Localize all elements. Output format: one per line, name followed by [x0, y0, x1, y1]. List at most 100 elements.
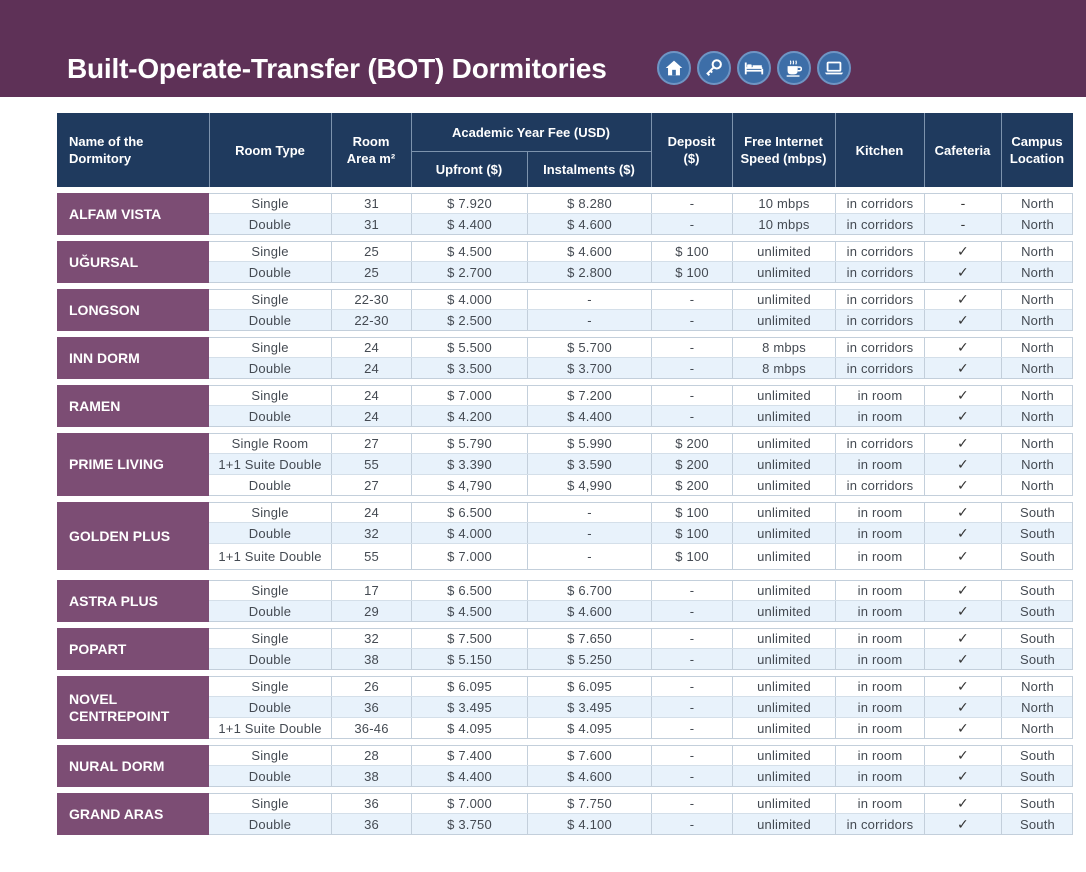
room-area-cell: 24 — [331, 406, 411, 426]
dormitory-group: RAMEN Single 24 $ 7.000 $ 7.200- unlimited in … — [57, 385, 1073, 427]
cafeteria-cell: ✓ — [924, 523, 1001, 543]
room-area-cell: 25 — [331, 241, 411, 261]
table-row: Single Room 27 $ 5.790 $ 5.990 $ 200 unlimite… — [209, 433, 1073, 454]
cafeteria-cell: ✓ — [924, 745, 1001, 765]
instalment-fee-cell: $ 4.400 — [527, 406, 651, 426]
table-row: Double 32 $ 4.000- $ 100 unlimited in room ✓ So… — [209, 523, 1073, 544]
kitchen-cell: in room — [835, 697, 924, 717]
deposit-cell: - — [651, 649, 732, 669]
instalment-fee-cell: $ 3.700 — [527, 358, 651, 378]
upfront-fee-cell: $ 5.150 — [411, 649, 527, 669]
dormitory-name: ALFAM VISTA — [57, 193, 209, 235]
cafeteria-cell: ✓ — [924, 601, 1001, 621]
deposit-cell: - — [651, 601, 732, 621]
room-type-cell: Single — [251, 678, 289, 694]
campus-location-cell: South — [1001, 523, 1073, 543]
title-banner: Built-Operate-Transfer (BOT) Dormitories — [0, 0, 1086, 97]
table-row: Double 38 $ 5.150 $ 5.250- unlimited in room ✓… — [209, 649, 1073, 670]
upfront-fee-cell: $ 7.000 — [411, 793, 527, 813]
bed-icon — [737, 51, 771, 85]
room-type-cell: Single — [251, 747, 289, 763]
internet-speed-cell: unlimited — [732, 601, 835, 621]
dormitory-group: PRIME LIVING Single Room 27 $ 5.790 $ 5.990 $… — [57, 433, 1073, 496]
instalment-fee-cell: - — [527, 310, 651, 330]
room-area-cell: 27 — [331, 433, 411, 453]
room-area-cell: 22-30 — [331, 289, 411, 309]
deposit-cell: - — [651, 193, 732, 213]
laptop-icon — [817, 51, 851, 85]
dormitory-group: POPART Single 32 $ 7.500 $ 7.650- unlimited in… — [57, 628, 1073, 670]
table-header: Name of the Dormitory Room Type Room Are… — [57, 113, 1073, 187]
upfront-fee-cell: $ 5.790 — [411, 433, 527, 453]
deposit-cell: $ 200 — [651, 433, 732, 453]
room-area-cell: 27 — [331, 475, 411, 495]
house-icon — [657, 51, 691, 85]
room-type-cell: Double — [248, 603, 292, 619]
upfront-fee-cell: $ 4.000 — [411, 523, 527, 543]
room-area-cell: 26 — [331, 676, 411, 696]
header-deposit: Deposit ($) — [667, 134, 716, 166]
campus-location-cell: North — [1001, 358, 1073, 378]
internet-speed-cell: unlimited — [732, 502, 835, 522]
upfront-fee-cell: $ 4.400 — [411, 766, 527, 786]
dormitory-name: GOLDEN PLUS — [57, 502, 209, 570]
room-type-cell: Double — [248, 525, 292, 541]
cafeteria-cell: ✓ — [924, 580, 1001, 600]
table-row: Single 24 $ 7.000 $ 7.200- unlimited in room ✓… — [209, 385, 1073, 406]
cafeteria-cell: ✓ — [924, 262, 1001, 282]
internet-speed-cell: 8 mbps — [732, 358, 835, 378]
internet-speed-cell: unlimited — [732, 523, 835, 543]
room-area-cell: 29 — [331, 601, 411, 621]
room-type-cell: Double — [248, 360, 292, 376]
room-type-cell: Double — [248, 768, 292, 784]
room-area-cell: 36 — [331, 697, 411, 717]
instalment-fee-cell: $ 5.700 — [527, 337, 651, 357]
table-row: Double 27 $ 4,790 $ 4,990 $ 200 unlimited in c… — [209, 475, 1073, 496]
room-type-cell: Single — [251, 630, 289, 646]
cafeteria-cell: ✓ — [924, 502, 1001, 522]
room-area-cell: 24 — [331, 358, 411, 378]
dormitory-group: NURAL DORM Single 28 $ 7.400 $ 7.600- unlimit… — [57, 745, 1073, 787]
campus-location-cell: South — [1001, 649, 1073, 669]
room-type-cell: Double — [248, 816, 292, 832]
cafeteria-cell: ✓ — [924, 628, 1001, 648]
key-icon — [697, 51, 731, 85]
cafeteria-cell: ✓ — [924, 718, 1001, 738]
room-type-cell: Double — [248, 312, 292, 328]
instalment-fee-cell: $ 3.590 — [527, 454, 651, 474]
instalment-fee-cell: $ 4,990 — [527, 475, 651, 495]
campus-location-cell: North — [1001, 433, 1073, 453]
campus-location-cell: South — [1001, 544, 1073, 569]
upfront-fee-cell: $ 2.700 — [411, 262, 527, 282]
kitchen-cell: in room — [835, 766, 924, 786]
campus-location-cell: South — [1001, 745, 1073, 765]
campus-location-cell: South — [1001, 502, 1073, 522]
deposit-cell: - — [651, 766, 732, 786]
table-row: Double 36 $ 3.495 $ 3.495- unlimited in room ✓… — [209, 697, 1073, 718]
deposit-cell: - — [651, 814, 732, 834]
table-row: Single 24 $ 6.500- $ 100 unlimited in room ✓ So… — [209, 502, 1073, 523]
header-upfront: Upfront ($) — [435, 161, 503, 177]
table-row: Double 24 $ 3.500 $ 3.700-8 mbps in corridor… — [209, 358, 1073, 379]
room-area-cell: 36 — [331, 814, 411, 834]
campus-location-cell: North — [1001, 718, 1073, 738]
dormitory-name: POPART — [57, 628, 209, 670]
room-area-cell: 38 — [331, 649, 411, 669]
kitchen-cell: in room — [835, 601, 924, 621]
upfront-fee-cell: $ 3.495 — [411, 697, 527, 717]
deposit-cell: $ 200 — [651, 454, 732, 474]
instalment-fee-cell: $ 4.095 — [527, 718, 651, 738]
room-type-cell: Single — [251, 795, 289, 811]
upfront-fee-cell: $ 4.500 — [411, 601, 527, 621]
instalment-fee-cell: $ 5.990 — [527, 433, 651, 453]
dormitory-name: UĞURSAL — [57, 241, 209, 283]
dormitory-name: INN DORM — [57, 337, 209, 379]
deposit-cell: $ 100 — [651, 262, 732, 282]
internet-speed-cell: unlimited — [732, 697, 835, 717]
room-type-cell: Double — [248, 216, 292, 232]
internet-speed-cell: unlimited — [732, 745, 835, 765]
deposit-cell: - — [651, 676, 732, 696]
internet-speed-cell: unlimited — [732, 793, 835, 813]
dormitory-group: ALFAM VISTA Single 31 $ 7.920 $ 8.280-10 mbp… — [57, 193, 1073, 235]
deposit-cell: $ 100 — [651, 544, 732, 569]
